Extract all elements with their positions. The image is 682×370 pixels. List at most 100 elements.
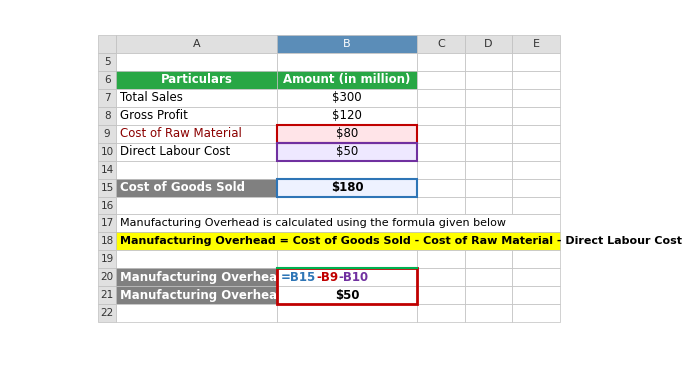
FancyBboxPatch shape (98, 89, 116, 107)
Text: 6: 6 (104, 75, 110, 85)
FancyBboxPatch shape (512, 196, 560, 215)
FancyBboxPatch shape (417, 71, 464, 89)
FancyBboxPatch shape (464, 161, 512, 179)
FancyBboxPatch shape (116, 215, 560, 232)
FancyBboxPatch shape (98, 232, 116, 250)
FancyBboxPatch shape (464, 268, 512, 286)
FancyBboxPatch shape (512, 179, 560, 196)
Text: Cost of Goods Sold: Cost of Goods Sold (119, 181, 245, 194)
Text: -B9: -B9 (316, 271, 338, 284)
Text: Particulars: Particulars (160, 73, 233, 86)
FancyBboxPatch shape (512, 107, 560, 125)
FancyBboxPatch shape (512, 89, 560, 107)
Text: 5: 5 (104, 57, 110, 67)
Text: Amount (in million): Amount (in million) (284, 73, 411, 86)
Text: 7: 7 (104, 93, 110, 103)
FancyBboxPatch shape (417, 107, 464, 125)
FancyBboxPatch shape (417, 179, 464, 196)
FancyBboxPatch shape (464, 53, 512, 71)
Text: Total Sales: Total Sales (119, 91, 183, 104)
Text: Direct Labour Cost: Direct Labour Cost (119, 145, 230, 158)
Text: 17: 17 (100, 218, 114, 228)
Text: C: C (437, 39, 445, 49)
FancyBboxPatch shape (98, 179, 116, 196)
FancyBboxPatch shape (277, 161, 417, 179)
FancyBboxPatch shape (116, 125, 277, 143)
FancyBboxPatch shape (98, 268, 116, 286)
FancyBboxPatch shape (98, 35, 116, 53)
FancyBboxPatch shape (417, 125, 464, 143)
FancyBboxPatch shape (464, 71, 512, 89)
Text: $120: $120 (332, 109, 362, 122)
FancyBboxPatch shape (417, 196, 464, 215)
FancyBboxPatch shape (464, 196, 512, 215)
FancyBboxPatch shape (464, 286, 512, 304)
Text: 10: 10 (101, 147, 114, 157)
FancyBboxPatch shape (277, 125, 417, 143)
FancyBboxPatch shape (417, 143, 464, 161)
FancyBboxPatch shape (512, 161, 560, 179)
Text: D: D (484, 39, 493, 49)
FancyBboxPatch shape (417, 35, 464, 53)
FancyBboxPatch shape (512, 286, 560, 304)
FancyBboxPatch shape (512, 143, 560, 161)
FancyBboxPatch shape (277, 143, 417, 161)
Text: =B15: =B15 (281, 271, 316, 284)
Text: 14: 14 (100, 165, 114, 175)
FancyBboxPatch shape (277, 250, 417, 268)
Text: Gross Profit: Gross Profit (119, 109, 188, 122)
FancyBboxPatch shape (116, 304, 277, 322)
Text: 19: 19 (100, 254, 114, 264)
FancyBboxPatch shape (98, 250, 116, 268)
FancyBboxPatch shape (116, 286, 277, 304)
FancyBboxPatch shape (116, 143, 277, 161)
Text: 9: 9 (104, 129, 110, 139)
FancyBboxPatch shape (417, 304, 464, 322)
FancyBboxPatch shape (116, 268, 277, 286)
FancyBboxPatch shape (277, 268, 417, 286)
FancyBboxPatch shape (277, 53, 417, 71)
FancyBboxPatch shape (512, 71, 560, 89)
FancyBboxPatch shape (417, 250, 464, 268)
Text: 22: 22 (100, 308, 114, 318)
FancyBboxPatch shape (464, 35, 512, 53)
Text: 20: 20 (101, 272, 114, 282)
FancyBboxPatch shape (116, 35, 277, 53)
FancyBboxPatch shape (277, 304, 417, 322)
FancyBboxPatch shape (512, 268, 560, 286)
Text: Manufacturing Overhead = Cost of Goods Sold - Cost of Raw Material - Direct Labo: Manufacturing Overhead = Cost of Goods S… (119, 236, 681, 246)
FancyBboxPatch shape (98, 161, 116, 179)
FancyBboxPatch shape (116, 232, 560, 250)
FancyBboxPatch shape (464, 304, 512, 322)
FancyBboxPatch shape (98, 286, 116, 304)
FancyBboxPatch shape (277, 179, 417, 196)
FancyBboxPatch shape (116, 71, 277, 89)
FancyBboxPatch shape (98, 125, 116, 143)
FancyBboxPatch shape (464, 179, 512, 196)
FancyBboxPatch shape (417, 89, 464, 107)
Text: A: A (193, 39, 201, 49)
FancyBboxPatch shape (98, 107, 116, 125)
FancyBboxPatch shape (116, 161, 277, 179)
FancyBboxPatch shape (417, 268, 464, 286)
Text: $300: $300 (332, 91, 362, 104)
Text: $50: $50 (336, 145, 358, 158)
Text: $180: $180 (331, 181, 364, 194)
Text: -B10: -B10 (338, 271, 368, 284)
FancyBboxPatch shape (116, 53, 277, 71)
Text: 21: 21 (100, 290, 114, 300)
Text: 18: 18 (100, 236, 114, 246)
FancyBboxPatch shape (464, 143, 512, 161)
FancyBboxPatch shape (417, 161, 464, 179)
FancyBboxPatch shape (98, 215, 116, 232)
Text: $80: $80 (336, 127, 358, 140)
Text: 15: 15 (100, 182, 114, 192)
FancyBboxPatch shape (512, 35, 560, 53)
FancyBboxPatch shape (512, 304, 560, 322)
Text: Manufacturing Overhead is calculated using the formula given below: Manufacturing Overhead is calculated usi… (119, 218, 505, 228)
FancyBboxPatch shape (98, 143, 116, 161)
Text: $50: $50 (335, 289, 359, 302)
FancyBboxPatch shape (512, 53, 560, 71)
FancyBboxPatch shape (277, 89, 417, 107)
FancyBboxPatch shape (116, 179, 277, 196)
